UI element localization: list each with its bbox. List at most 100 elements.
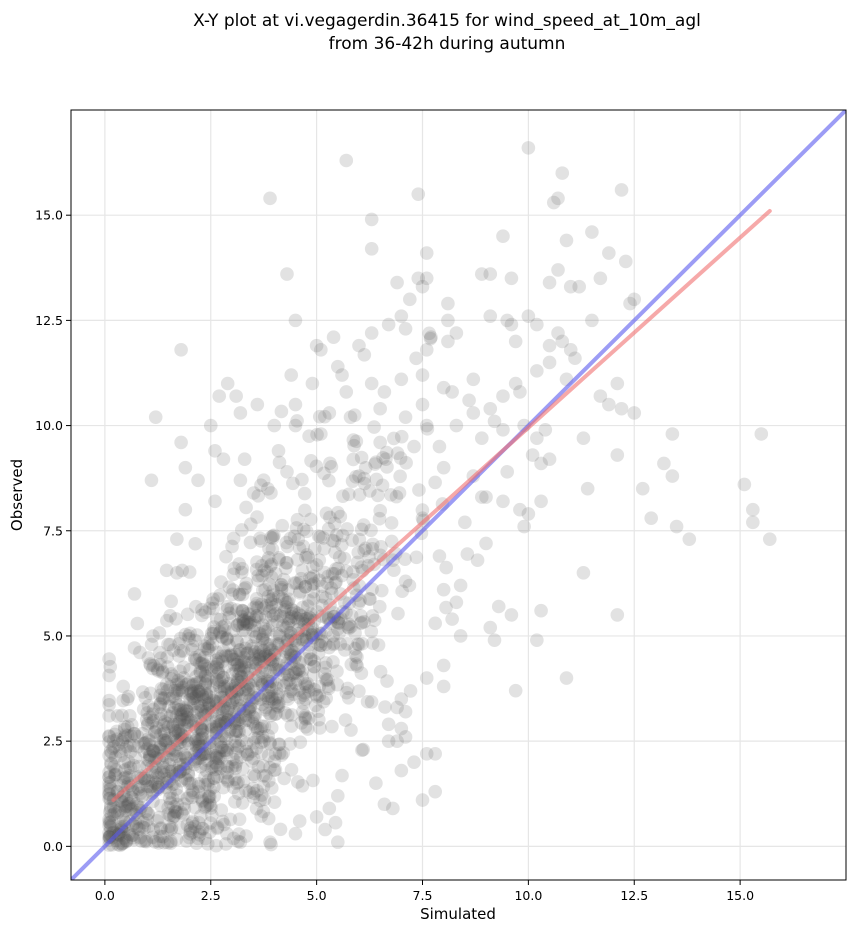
scatter-point	[324, 581, 339, 596]
scatter-point	[304, 578, 319, 592]
scatter-point	[246, 601, 261, 615]
scatter-point	[189, 653, 204, 667]
scatter-point	[367, 420, 381, 434]
scatter-point	[373, 435, 387, 450]
scatter-point	[133, 786, 148, 801]
scatter-point	[246, 790, 261, 804]
scatter-point	[279, 595, 294, 610]
scatter-point	[145, 830, 160, 845]
scatter-point	[160, 835, 175, 850]
scatter-point	[293, 608, 308, 623]
scatter-point	[198, 605, 213, 619]
scatter-point	[237, 660, 252, 674]
scatter-point	[163, 637, 177, 652]
scatter-point	[151, 834, 166, 848]
scatter-point	[369, 472, 384, 487]
scatter-point	[180, 704, 194, 718]
scatter-point	[187, 697, 201, 711]
scatter-point	[131, 822, 145, 836]
scatter-point	[122, 768, 136, 783]
scatter-point	[283, 614, 298, 628]
scatter-point	[185, 783, 200, 798]
scatter-point	[272, 550, 286, 565]
scatter-point	[191, 473, 205, 488]
scatter-point	[246, 717, 261, 731]
scatter-point	[189, 676, 204, 690]
scatter-point	[158, 715, 172, 729]
scatter-point	[102, 776, 116, 790]
scatter-point	[317, 667, 332, 681]
scatter-point	[166, 809, 181, 823]
scatter-point	[123, 745, 138, 759]
scatter-point	[394, 429, 409, 444]
scatter-point	[102, 748, 116, 763]
scatter-point	[245, 641, 260, 656]
scatter-point	[167, 800, 182, 814]
scatter-point	[221, 649, 235, 664]
scatter-point	[104, 756, 118, 771]
scatter-point	[275, 518, 290, 533]
scatter-point	[263, 593, 278, 607]
scatter-point	[226, 623, 241, 637]
scatter-point	[164, 752, 179, 767]
scatter-point	[213, 751, 227, 765]
scatter-point	[245, 754, 259, 769]
scatter-point	[102, 786, 116, 801]
scatter-point	[166, 669, 181, 684]
scatter-point	[152, 740, 167, 755]
scatter-point	[256, 804, 271, 819]
scatter-point	[118, 815, 132, 830]
scatter-point	[572, 279, 586, 294]
y-tick-label: 15.0	[35, 208, 63, 223]
scatter-point	[215, 649, 229, 664]
scatter-point	[236, 617, 251, 631]
y-tick-label: 5.0	[43, 628, 63, 643]
scatter-point	[325, 533, 340, 548]
scatter-point	[104, 757, 119, 772]
scatter-point	[255, 632, 270, 647]
scatter-point	[398, 574, 413, 589]
scatter-point	[329, 562, 343, 576]
scatter-point	[260, 554, 274, 569]
scatter-point	[188, 733, 203, 748]
scatter-point	[146, 707, 160, 722]
scatter-point	[104, 781, 118, 796]
scatter-point	[243, 615, 258, 630]
scatter-point	[295, 664, 310, 678]
scatter-point	[249, 599, 264, 613]
scatter-point	[250, 609, 265, 623]
scatter-point	[108, 767, 123, 782]
x-tick-label: 0.0	[95, 888, 115, 903]
scatter-point	[145, 715, 159, 730]
scatter-point	[325, 566, 340, 581]
scatter-point	[257, 734, 271, 748]
scatter-point	[186, 684, 201, 698]
scatter-point	[214, 672, 229, 687]
scatter-point	[139, 712, 154, 727]
scatter-point	[168, 726, 183, 740]
scatter-point	[166, 643, 181, 658]
scatter-point	[175, 683, 190, 698]
scatter-point	[203, 782, 218, 797]
scatter-point	[345, 474, 360, 488]
scatter-point	[580, 481, 595, 496]
scatter-point	[127, 727, 142, 741]
scatter-point	[618, 254, 633, 269]
scatter-point	[126, 830, 140, 845]
scatter-point	[627, 406, 642, 420]
scatter-point	[118, 730, 132, 744]
scatter-point	[326, 628, 340, 643]
scatter-point	[365, 636, 380, 651]
scatter-point	[200, 797, 215, 812]
scatter-point	[301, 550, 316, 565]
scatter-point	[132, 759, 146, 774]
scatter-point	[227, 652, 242, 667]
scatter-point	[189, 599, 203, 614]
scatter-point	[270, 627, 284, 641]
scatter-point	[167, 809, 182, 823]
scatter-point	[271, 737, 286, 752]
scatter-point	[307, 654, 322, 669]
scatter-point	[201, 773, 216, 788]
scatter-point	[141, 819, 156, 834]
scatter-point	[306, 560, 320, 574]
